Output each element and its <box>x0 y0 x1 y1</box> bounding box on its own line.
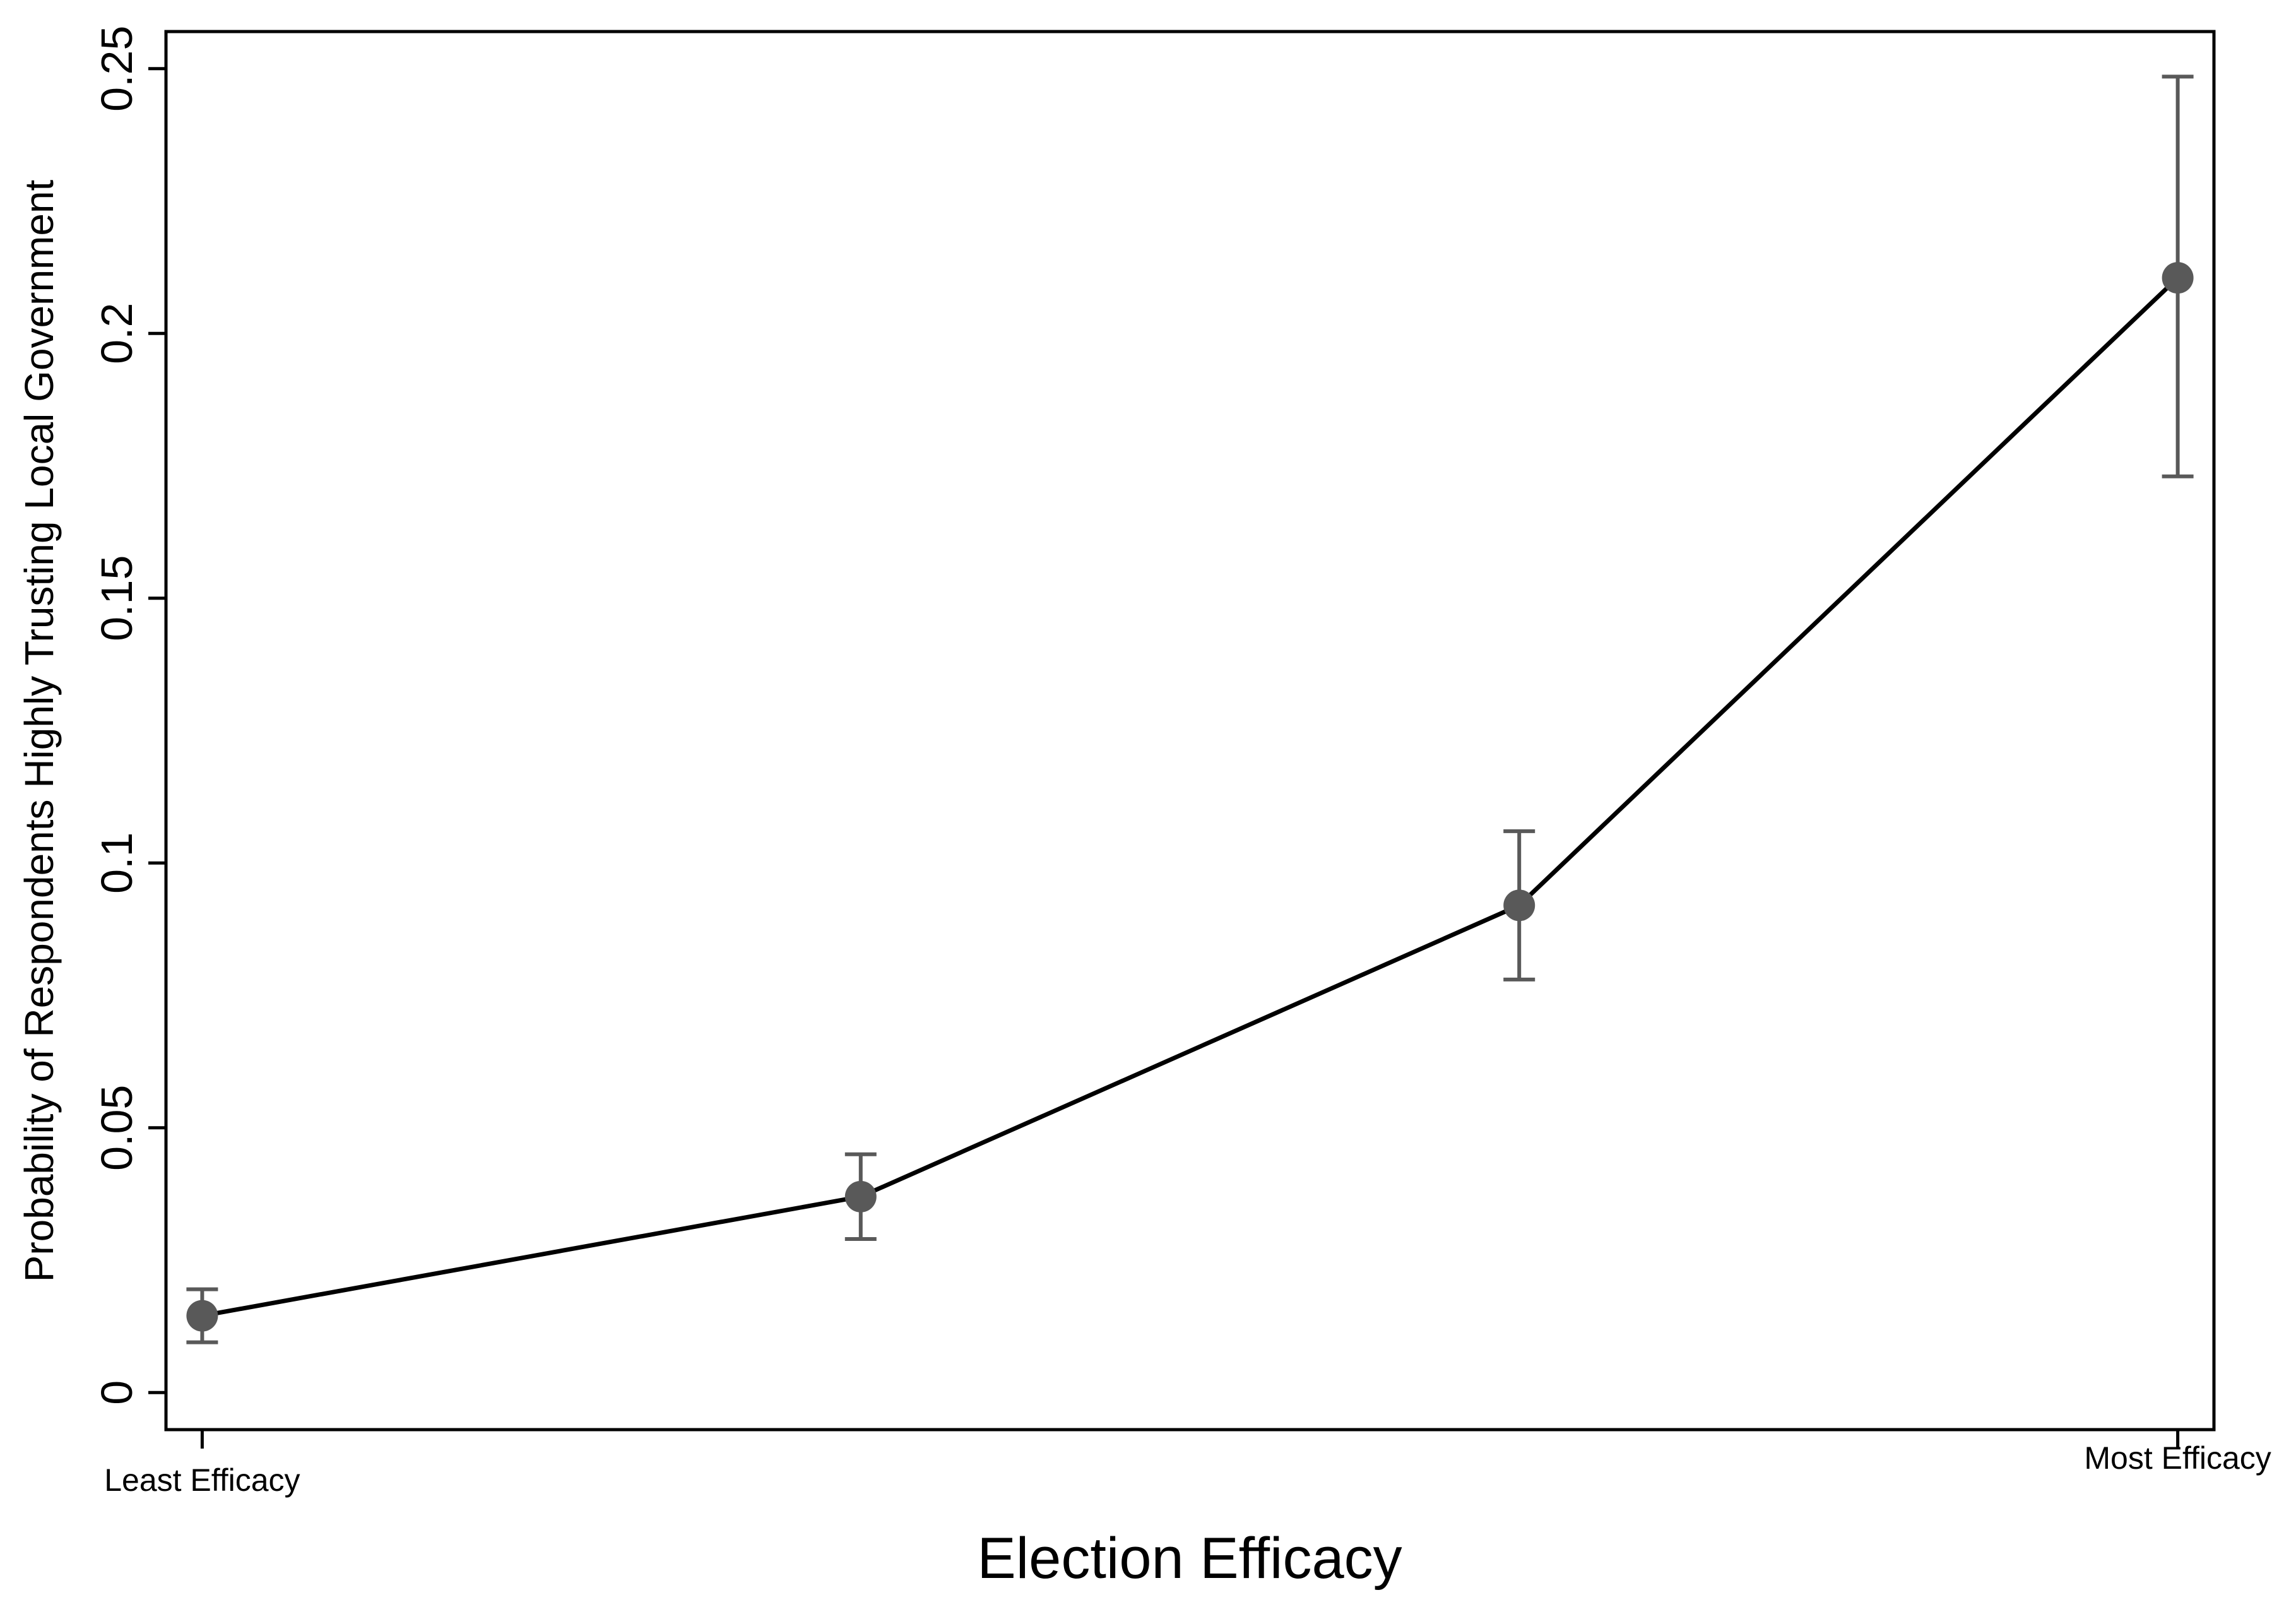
y-axis-title: Probability of Respondents Highly Trusti… <box>16 179 62 1282</box>
data-points <box>186 262 2194 1332</box>
x-tick-label: Least Efficacy <box>104 1462 300 1498</box>
x-axis-title: Election Efficacy <box>977 1526 1402 1591</box>
x-ticks: Least Efficacy Most Efficacy <box>104 1430 2271 1498</box>
data-point <box>844 1180 877 1213</box>
data-point <box>1503 889 1536 922</box>
series-line <box>201 276 2180 1319</box>
y-tick-label: 0.1 <box>92 833 141 894</box>
data-point <box>186 1300 218 1332</box>
y-tick-label: 0.25 <box>92 26 141 112</box>
y-tick-label: 0.2 <box>92 303 141 364</box>
y-ticks: 0 0.05 0.1 0.15 0.2 0.25 <box>92 26 166 1405</box>
y-tick-label: 0 <box>92 1380 141 1405</box>
error-bars <box>186 74 2194 1344</box>
plot-frame <box>164 30 2216 1432</box>
data-point <box>2162 262 2194 294</box>
y-tick-label: 0.15 <box>92 555 141 641</box>
y-tick-label: 0.05 <box>92 1085 141 1171</box>
x-tick-label: Most Efficacy <box>2084 1440 2271 1476</box>
